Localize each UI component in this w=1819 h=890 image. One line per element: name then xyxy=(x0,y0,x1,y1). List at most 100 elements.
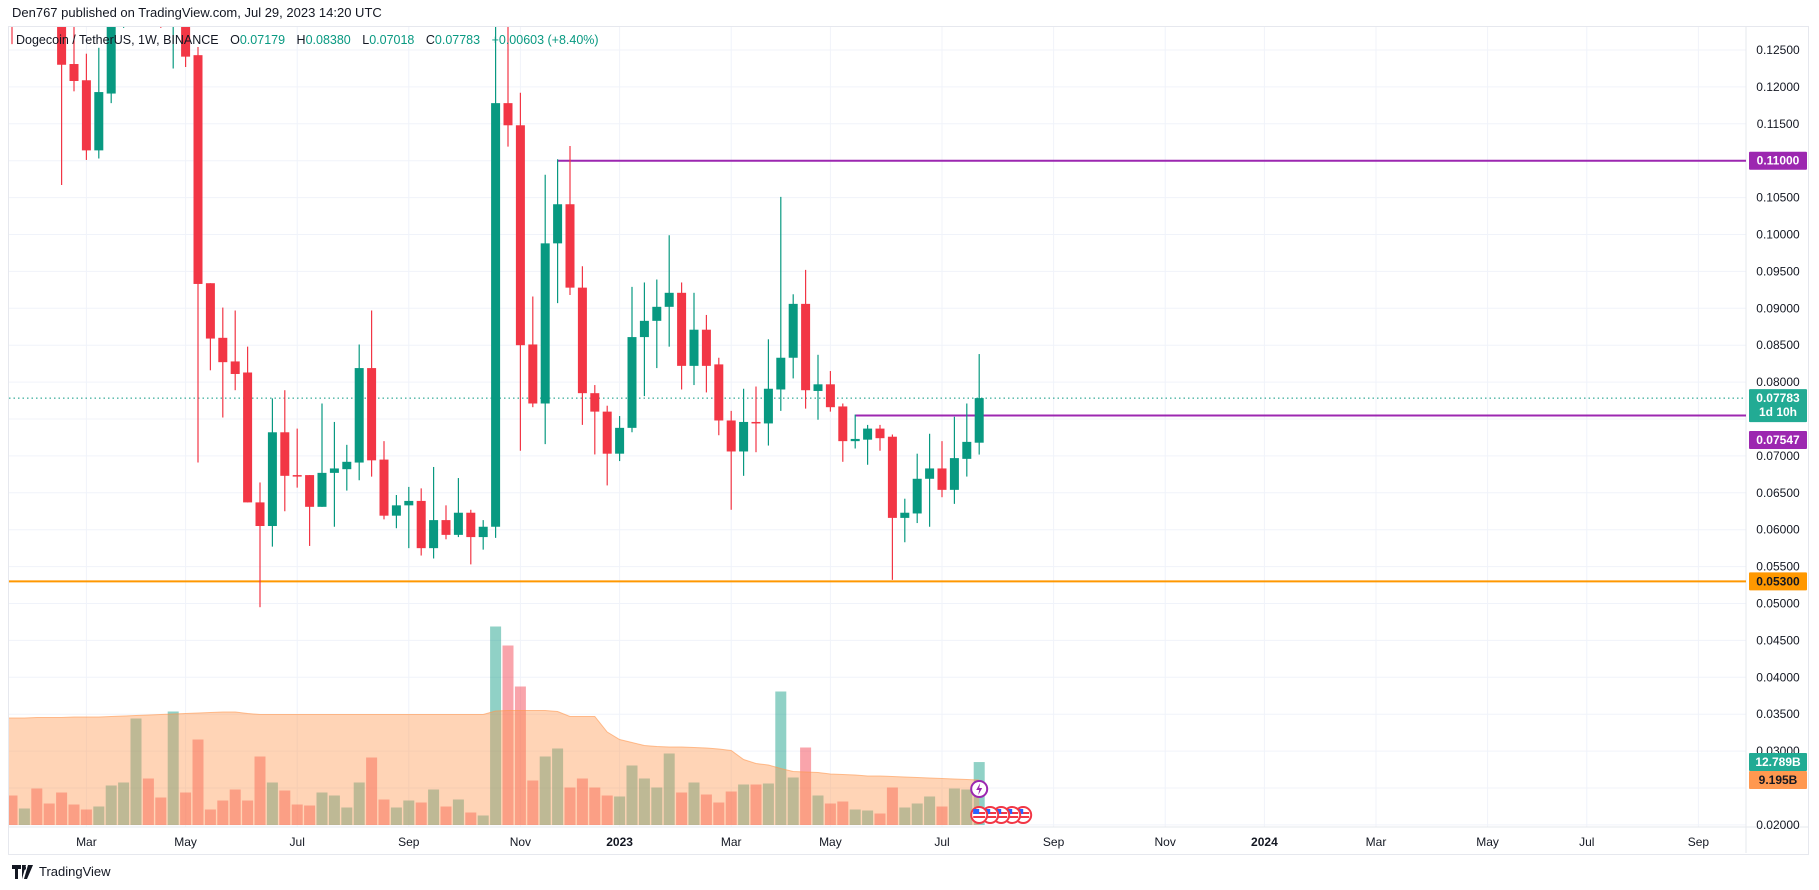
candle-body xyxy=(714,364,724,421)
candle[interactable] xyxy=(57,0,67,186)
candle[interactable] xyxy=(540,174,550,445)
candle[interactable] xyxy=(937,441,947,498)
candle[interactable] xyxy=(912,453,922,524)
candle[interactable] xyxy=(577,266,587,425)
candle[interactable] xyxy=(20,0,29,13)
candle[interactable] xyxy=(218,307,228,418)
candle[interactable] xyxy=(801,269,811,409)
candle[interactable] xyxy=(825,371,835,412)
time-tick-label: Jul xyxy=(1579,835,1594,849)
candle[interactable] xyxy=(838,403,848,462)
candle[interactable] xyxy=(94,47,104,159)
volume-bar xyxy=(899,807,911,825)
tradingview-brand[interactable]: TradingView xyxy=(39,864,111,879)
candle[interactable] xyxy=(81,53,91,160)
lightning-icon[interactable] xyxy=(970,780,989,798)
candle[interactable] xyxy=(689,292,699,386)
candle[interactable] xyxy=(726,410,736,510)
candle[interactable] xyxy=(776,196,786,411)
candle[interactable] xyxy=(416,488,426,556)
candle-body xyxy=(342,461,352,470)
candle[interactable] xyxy=(677,282,687,390)
candle[interactable] xyxy=(478,520,488,550)
candle[interactable] xyxy=(429,466,439,559)
candle[interactable] xyxy=(701,314,711,393)
symbol-name[interactable]: Dogecoin / TetherUS, 1W, BINANCE xyxy=(16,33,219,47)
volume-bar xyxy=(552,748,564,825)
candle[interactable] xyxy=(267,398,277,547)
candle[interactable] xyxy=(714,357,724,436)
candle[interactable] xyxy=(453,478,463,538)
candle[interactable] xyxy=(974,354,984,455)
candle[interactable] xyxy=(354,344,364,481)
candle[interactable] xyxy=(813,354,823,420)
candle[interactable] xyxy=(602,405,612,486)
candle[interactable] xyxy=(404,486,414,549)
candle[interactable] xyxy=(441,505,451,540)
candle-body xyxy=(119,0,128,13)
candle[interactable] xyxy=(169,0,178,69)
volume-bar xyxy=(328,795,340,825)
candle[interactable] xyxy=(875,424,885,451)
candle[interactable] xyxy=(900,498,910,543)
candle[interactable] xyxy=(329,421,339,527)
candle[interactable] xyxy=(639,282,649,397)
candle[interactable] xyxy=(205,283,215,371)
volume-bar xyxy=(812,795,824,825)
candle[interactable] xyxy=(305,475,315,546)
candle[interactable] xyxy=(391,495,401,529)
candle[interactable] xyxy=(763,339,773,446)
candle[interactable] xyxy=(739,388,749,476)
candle[interactable] xyxy=(181,0,191,67)
price-tick-label: 0.10500 xyxy=(1756,191,1800,205)
volume-bar xyxy=(539,756,551,825)
candle[interactable] xyxy=(69,13,79,92)
candle[interactable] xyxy=(156,0,165,28)
candle[interactable] xyxy=(664,235,674,347)
candle[interactable] xyxy=(292,428,302,488)
candle[interactable] xyxy=(243,346,253,503)
candle[interactable] xyxy=(367,310,377,477)
candle[interactable] xyxy=(193,47,203,463)
volume-bar xyxy=(155,797,167,825)
candle[interactable] xyxy=(379,441,389,520)
candle[interactable] xyxy=(615,416,625,462)
candle[interactable] xyxy=(962,403,972,477)
candle[interactable] xyxy=(503,0,513,147)
candle-body xyxy=(925,468,935,479)
volume-bar xyxy=(837,801,849,825)
candle[interactable] xyxy=(119,0,128,28)
us-flag-icon[interactable] xyxy=(970,806,989,824)
candle[interactable] xyxy=(528,296,538,408)
candle[interactable] xyxy=(553,159,563,304)
candle[interactable] xyxy=(255,482,265,608)
flag-canton xyxy=(973,809,980,814)
candle[interactable] xyxy=(515,92,525,451)
candle[interactable] xyxy=(850,414,860,449)
candle-body xyxy=(875,428,885,439)
candle[interactable] xyxy=(317,403,327,507)
candle[interactable] xyxy=(925,433,935,527)
candle[interactable] xyxy=(45,0,54,13)
candle[interactable] xyxy=(627,286,637,433)
candle[interactable] xyxy=(788,294,798,379)
candle[interactable] xyxy=(466,509,476,565)
candle[interactable] xyxy=(863,424,873,465)
volume-bar xyxy=(626,765,638,825)
high-label: H xyxy=(296,33,306,47)
candle[interactable] xyxy=(491,0,501,538)
candle[interactable] xyxy=(751,386,761,453)
price-tick-label: 0.04500 xyxy=(1756,633,1800,647)
candle-body xyxy=(503,103,513,126)
candle[interactable] xyxy=(565,145,575,296)
candle[interactable] xyxy=(949,416,959,504)
candle[interactable] xyxy=(887,434,897,580)
candle[interactable] xyxy=(230,310,240,391)
candle[interactable] xyxy=(342,444,352,491)
candle[interactable] xyxy=(652,279,662,369)
volume-bar xyxy=(279,790,291,825)
candle[interactable] xyxy=(590,385,600,455)
candle[interactable] xyxy=(106,0,116,104)
candle[interactable] xyxy=(280,390,290,512)
